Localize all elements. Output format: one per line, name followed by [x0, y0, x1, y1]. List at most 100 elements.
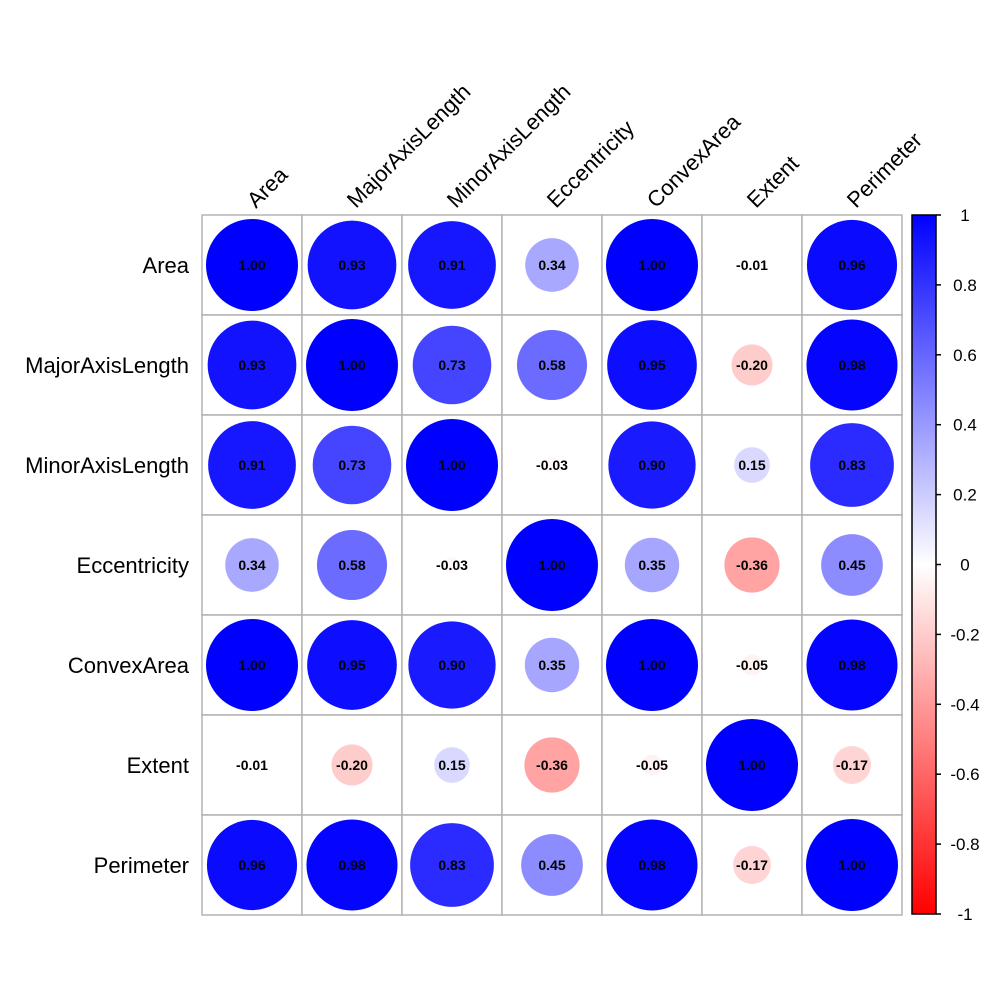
correlation-value: 0.34: [538, 257, 565, 273]
correlation-value: -0.36: [736, 557, 768, 573]
row-label: ConvexArea: [68, 653, 190, 678]
correlation-value: -0.05: [636, 757, 668, 773]
correlation-value: 0.83: [438, 857, 465, 873]
correlation-value: 0.91: [238, 457, 265, 473]
correlation-circle: [606, 819, 698, 911]
column-label: Area: [242, 161, 293, 212]
correlation-value: -0.20: [736, 357, 768, 373]
correlation-value: 0.96: [238, 857, 265, 873]
row-label: Extent: [127, 753, 189, 778]
correlation-circle: [608, 421, 696, 509]
correlation-value: 0.90: [438, 657, 465, 673]
correlation-circle: [806, 319, 898, 411]
correlation-circle: [207, 320, 297, 410]
correlation-circle: [606, 219, 698, 311]
correlation-circle: [316, 529, 388, 601]
correlation-circle: [524, 737, 580, 793]
correlation-value: 0.95: [638, 357, 665, 373]
correlation-value: 1.00: [438, 457, 465, 473]
correlation-circle: [410, 823, 494, 907]
correlation-value: -0.03: [436, 557, 468, 573]
correlation-circle: [434, 747, 470, 783]
correlation-circle: [806, 219, 898, 311]
correlation-circle: [206, 219, 298, 311]
column-label: Extent: [742, 151, 804, 213]
correlation-value: -0.01: [236, 757, 268, 773]
colorbar-tick-label: -0.2: [950, 625, 979, 644]
correlation-circle: [607, 320, 697, 410]
correlation-value: 0.58: [338, 557, 365, 573]
correlation-circle: [706, 719, 798, 811]
grid-cell: [501, 714, 603, 816]
correlation-value: 1.00: [538, 557, 565, 573]
correlation-circle: [307, 620, 397, 710]
correlation-circle: [741, 654, 763, 676]
column-label: ConvexArea: [642, 109, 746, 213]
correlation-value: 1.00: [338, 357, 365, 373]
correlation-circle: [747, 260, 757, 270]
colorbar-tick-label: 1: [960, 206, 969, 225]
correlation-circle: [624, 537, 680, 593]
correlation-value: 0.98: [638, 857, 665, 873]
column-labels: Area MajorAxisLengthMinorAxisLengthEccent…: [242, 79, 927, 213]
correlation-circle: [525, 238, 579, 292]
correlation-circle: [408, 621, 496, 709]
correlation-value: 1.00: [638, 657, 665, 673]
colorbar-tick-label: 0.6: [953, 346, 977, 365]
colorbar: [911, 214, 937, 915]
correlation-value: 0.35: [538, 657, 565, 673]
colorbar-tick-label: -0.6: [950, 765, 979, 784]
correlation-value: -0.01: [736, 257, 768, 273]
correlation-value: -0.05: [736, 657, 768, 673]
correlation-value: -0.36: [536, 757, 568, 773]
correlation-value: 1.00: [638, 257, 665, 273]
correlation-circle: [408, 221, 496, 309]
correlation-circle: [444, 557, 460, 573]
correlation-circle: [731, 344, 773, 386]
correlation-value: 0.93: [338, 257, 365, 273]
correlation-circle: [821, 534, 883, 596]
correlation-circle: [516, 329, 588, 401]
colorbar-tick-label: -1: [957, 905, 972, 924]
correlation-value: 1.00: [238, 657, 265, 673]
correlation-values: 1.00 0.93 0.91 0.34 1.00 -0.01 0.96 0.93 1.00 0.7…: [236, 257, 868, 873]
column-label: Perimeter: [842, 127, 927, 212]
correlation-circle: [247, 760, 257, 770]
correlation-circle: [521, 834, 583, 896]
correlation-circle: [206, 619, 298, 711]
correlation-circles: [206, 219, 898, 911]
row-label: Perimeter: [94, 853, 189, 878]
correlation-circle: [312, 425, 392, 505]
correlation-circle: [734, 447, 770, 483]
correlation-circle: [506, 519, 598, 611]
row-label: Eccentricity: [77, 553, 189, 578]
correlation-value: 0.15: [738, 457, 765, 473]
correlation-value: 0.83: [838, 457, 865, 473]
correlation-circle: [810, 423, 894, 507]
correlation-value: 0.95: [338, 657, 365, 673]
correlation-value: 0.45: [838, 557, 865, 573]
row-label: Area: [143, 253, 190, 278]
grid-cell: [201, 514, 303, 616]
correlation-circle: [307, 220, 397, 310]
correlation-value: 0.96: [838, 257, 865, 273]
colorbar-tick-label: 0.4: [953, 416, 977, 435]
correlation-circle: [524, 637, 580, 693]
correlation-value: 0.45: [538, 857, 565, 873]
correlation-value: 0.93: [238, 357, 265, 373]
colorbar-gradient: [911, 214, 937, 915]
correlation-value: 1.00: [738, 757, 765, 773]
row-labels: Area MajorAxisLength MinorAxisLength Eccent…: [25, 253, 190, 878]
correlation-circle: [641, 754, 663, 776]
colorbar-tick-label: 0.2: [953, 486, 977, 505]
correlation-value: 0.98: [838, 657, 865, 673]
correlation-value: -0.03: [536, 457, 568, 473]
correlation-value: 0.35: [638, 557, 665, 573]
colorbar-tick-label: -0.4: [950, 695, 979, 714]
correlation-circle: [606, 619, 698, 711]
colorbar-tick-label: 0: [960, 556, 969, 575]
correlation-value: 0.91: [438, 257, 465, 273]
correlation-circle: [806, 819, 898, 911]
correlation-value: 0.15: [438, 757, 465, 773]
correlation-circle: [225, 538, 279, 592]
